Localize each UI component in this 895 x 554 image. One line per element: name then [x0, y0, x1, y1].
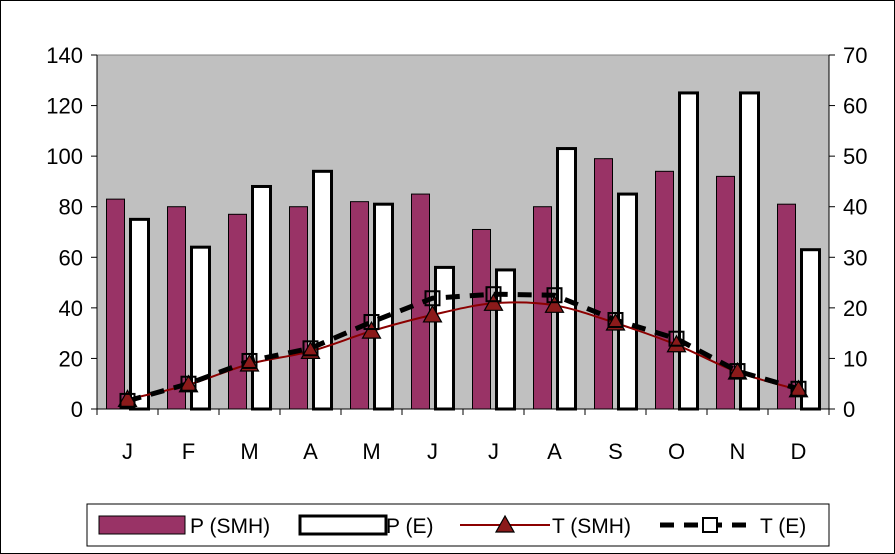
x-tick-label: J — [427, 439, 438, 464]
marker-t-e-10 — [668, 330, 685, 347]
y2-tick-label: 30 — [843, 245, 867, 270]
y-tick-label: 40 — [59, 296, 83, 321]
x-tick-label: J — [488, 439, 499, 464]
y2-tick-label: 0 — [843, 397, 855, 422]
bar-p-smh-10 — [655, 170, 674, 410]
y2-tick-label: 70 — [843, 43, 867, 68]
legend-item-t-smh: T (SMH) — [460, 514, 631, 538]
bar-p-e-11 — [739, 91, 760, 411]
plot-area — [96, 54, 830, 411]
marker-t-smh-12 — [788, 379, 809, 398]
marker-t-smh-8 — [544, 295, 565, 313]
legend-swatch — [98, 515, 186, 535]
legend-item-p-smh: P (SMH) — [98, 515, 270, 538]
y-tick-label: 140 — [46, 43, 83, 68]
bar-p-smh-9 — [594, 158, 613, 410]
bar-p-e-1 — [129, 217, 150, 411]
y-tick-label: 120 — [46, 94, 83, 119]
legend-label: P (SMH) — [190, 515, 270, 538]
marker-t-e-8 — [546, 287, 563, 304]
marker-t-smh-1 — [117, 389, 138, 407]
y-tick-label: 100 — [46, 144, 83, 169]
bar-p-smh-1 — [106, 198, 125, 410]
bar-p-smh-2 — [167, 206, 186, 410]
bar-p-smh-12 — [777, 203, 796, 410]
bar-p-e-7 — [495, 268, 516, 411]
x-tick-label: M — [240, 439, 258, 464]
marker-t-e-6 — [424, 290, 441, 307]
marker-t-e-4 — [302, 340, 319, 357]
legend-swatch-marker — [702, 517, 718, 533]
y2-tick-label: 40 — [843, 195, 867, 220]
bar-p-e-3 — [251, 184, 272, 411]
legend-item-p-e: P (E) — [298, 514, 433, 538]
marker-t-e-1 — [119, 392, 136, 409]
x-tick-label: A — [303, 439, 318, 464]
marker-t-smh-6 — [422, 304, 443, 323]
x-tick-label: D — [791, 439, 807, 464]
y2-tick-label: 20 — [843, 296, 867, 321]
marker-t-smh-5 — [361, 320, 382, 339]
marker-t-smh-2 — [178, 374, 199, 393]
y2-tick-label: 50 — [843, 144, 867, 169]
y-tick-label: 20 — [59, 346, 83, 371]
x-tick-label: J — [122, 439, 133, 464]
marker-t-e-12 — [790, 380, 807, 397]
bar-p-e-6 — [434, 265, 455, 411]
bar-p-smh-3 — [228, 213, 247, 410]
legend-item-t-e: T (E) — [660, 515, 806, 538]
x-tick-label: F — [182, 439, 195, 464]
marker-t-e-2 — [180, 375, 197, 392]
x-tick-label: O — [668, 439, 685, 464]
x-tick-label: A — [547, 439, 562, 464]
bar-p-smh-4 — [289, 206, 308, 410]
legend-label: P (E) — [386, 515, 433, 538]
bar-p-e-4 — [312, 169, 333, 411]
legend-label: T (E) — [760, 515, 806, 538]
legend: P (SMH) P (E) T (SMH) T (E) — [86, 503, 830, 547]
y2-tick-label: 10 — [843, 346, 867, 371]
bar-p-e-10 — [678, 91, 699, 411]
bar-p-e-5 — [373, 202, 394, 411]
legend-swatch-marker — [494, 514, 516, 533]
marker-t-e-7 — [485, 286, 502, 303]
legend-swatch — [298, 514, 388, 536]
line-t-e — [126, 291, 800, 404]
bar-p-smh-5 — [350, 201, 369, 410]
legend-label: T (SMH) — [552, 515, 631, 538]
y2-tick-label: 60 — [843, 94, 867, 119]
x-tick-label: S — [608, 439, 623, 464]
bar-p-e-12 — [800, 248, 821, 411]
bar-p-e-8 — [556, 147, 577, 411]
y-tick-label: 80 — [59, 195, 83, 220]
marker-t-smh-11 — [727, 361, 748, 380]
y-tick-label: 60 — [59, 245, 83, 270]
x-tick-label: N — [730, 439, 746, 464]
bar-p-e-9 — [617, 192, 638, 411]
y-tick-label: 0 — [71, 397, 83, 422]
x-tick-label: M — [362, 439, 380, 464]
plot-background — [96, 54, 830, 410]
marker-t-smh-7 — [483, 293, 504, 311]
marker-t-e-9 — [607, 311, 624, 328]
marker-t-smh-10 — [666, 334, 687, 353]
marker-t-e-3 — [241, 352, 258, 369]
marker-t-e-11 — [729, 363, 746, 380]
marker-t-e-5 — [363, 314, 380, 331]
axes: 0 20 40 60 80 100 120 140 0 10 20 30 40 50 60 70 J F M A M J J… — [46, 43, 867, 464]
bar-p-smh-7 — [472, 228, 491, 410]
